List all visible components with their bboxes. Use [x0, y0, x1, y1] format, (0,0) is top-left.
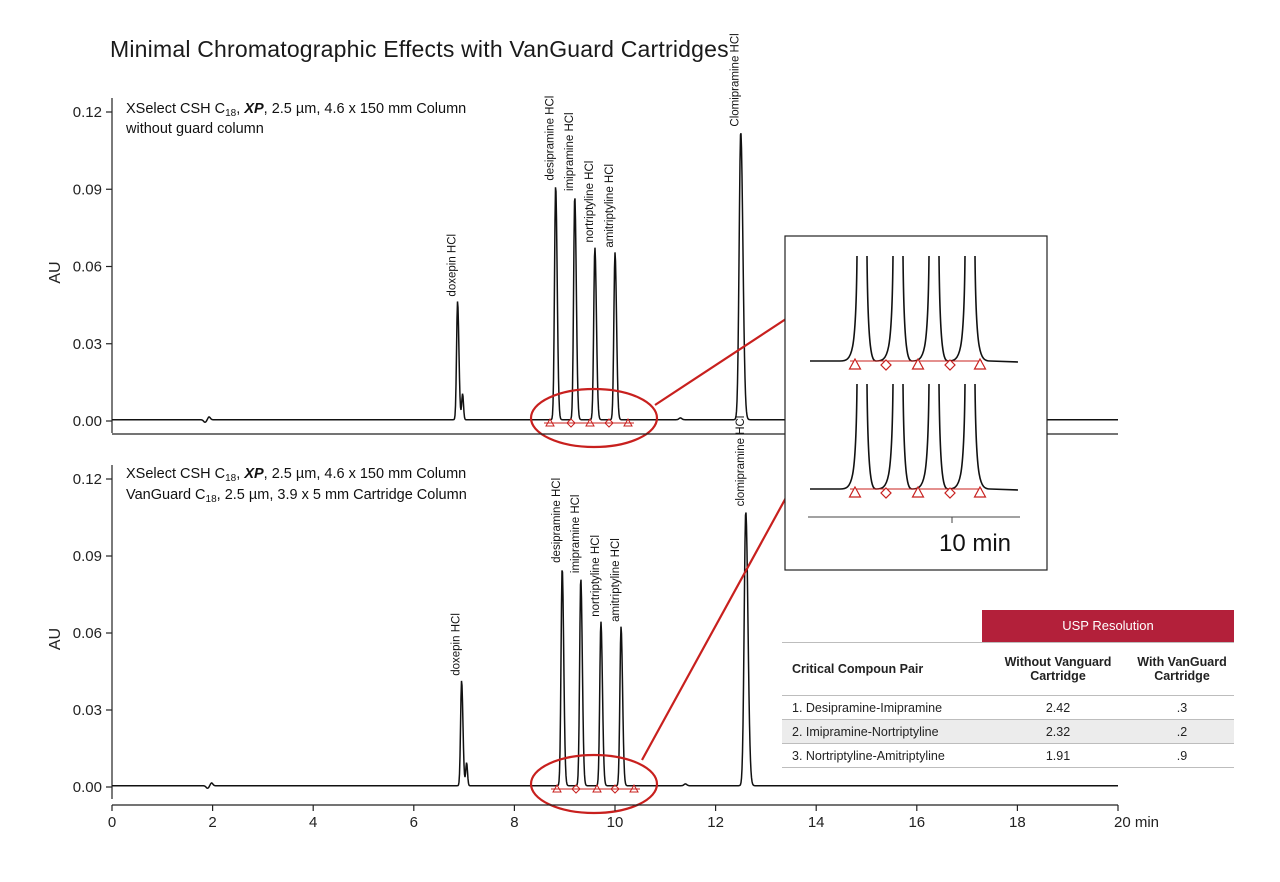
- header-compound-pair: Critical Compoun Pair: [782, 642, 986, 696]
- leader-line: [641, 462, 806, 761]
- peak-label: imipramine HCl: [564, 112, 576, 191]
- column-label-line1: XSelect CSH C18, XP, 2.5 µm, 4.6 x 150 m…: [126, 466, 466, 484]
- triangle-marker: [623, 417, 633, 427]
- peak-label: nortriptyline HCl: [590, 535, 602, 617]
- row-without-value: 2.42: [986, 695, 1130, 720]
- inset-triangle-marker: [848, 357, 862, 370]
- peak-label: nortriptyline HCl: [584, 161, 596, 243]
- row-without-value: 2.32: [986, 719, 1130, 744]
- table-row: 3. Nortriptyline-Amitriptyline 1.91 .9: [782, 743, 1234, 768]
- y-tick-label: 0.03: [73, 336, 102, 353]
- y-tick-label: 0.09: [73, 548, 102, 565]
- header-with-cartridge: With VanGuard Cartridge: [1130, 642, 1234, 696]
- diamond-marker: [604, 418, 614, 428]
- y-tick-label: 0.00: [73, 779, 102, 796]
- inset-axis-label: 10 min: [939, 530, 1011, 557]
- table-group-header: USP Resolution: [982, 610, 1234, 642]
- zoom-inset: 10 min: [784, 235, 1048, 571]
- peak-label: amitriptyline HCl: [610, 538, 622, 622]
- x-tick-label: 18: [1009, 814, 1026, 831]
- inset-diamond-marker: [944, 487, 956, 499]
- peak-label: doxepin HCl: [451, 613, 463, 676]
- peak-label: imipramine HCl: [570, 494, 582, 573]
- x-tick-label: 0: [108, 814, 116, 831]
- y-tick-label: 0.12: [73, 471, 102, 488]
- leader-line: [654, 312, 796, 406]
- table-row: 1. Desipramine-Imipramine 2.42 .3: [782, 695, 1234, 720]
- inset-diamond-marker: [880, 359, 892, 371]
- row-with-value: .9: [1130, 743, 1234, 768]
- table-row: 2. Imipramine-Nortriptyline 2.32 .2: [782, 719, 1234, 744]
- peak-label: clomipramine HCl: [735, 416, 747, 507]
- row-without-value: 1.91: [986, 743, 1130, 768]
- x-tick-label: 6: [410, 814, 418, 831]
- triangle-marker: [585, 417, 595, 427]
- peak-label: amitriptyline HCl: [604, 164, 616, 248]
- page-title: Minimal Chromatographic Effects with Van…: [110, 36, 729, 62]
- y-tick-label: 0.12: [73, 104, 102, 121]
- y-tick-label: 0.00: [73, 413, 102, 430]
- inset-triangle-marker: [848, 485, 862, 498]
- x-tick-label: 16: [908, 814, 925, 831]
- usp-resolution-table: USP Resolution Critical Compoun Pair Wit…: [782, 610, 1234, 768]
- inset-frame: [784, 235, 1048, 571]
- row-pair: 3. Nortriptyline-Amitriptyline: [782, 743, 986, 768]
- highlight-ellipse: [529, 387, 659, 449]
- peak-label: desipramine HCl: [551, 478, 563, 563]
- row-pair: 2. Imipramine-Nortriptyline: [782, 719, 986, 744]
- inset-triangle-marker: [911, 485, 925, 498]
- inset-triangle-marker: [973, 357, 987, 370]
- y-tick-label: 0.06: [73, 625, 102, 642]
- diamond-marker: [566, 418, 576, 428]
- x-tick-label: 20 min: [1114, 814, 1159, 831]
- y-tick-label: 0.06: [73, 259, 102, 276]
- triangle-marker: [592, 783, 602, 793]
- column-label-line2: VanGuard C18, 2.5 µm, 3.9 x 5 mm Cartrid…: [126, 487, 467, 505]
- inset-triangle-marker: [973, 485, 987, 498]
- panel-bottom: 0.00 0.03 0.06 0.09 0.12 AU XSelect CSH C18, X…: [47, 416, 1118, 815]
- highlight-ellipse: [529, 753, 659, 815]
- x-tick-label: 14: [808, 814, 825, 831]
- row-pair: 1. Desipramine-Imipramine: [782, 695, 986, 720]
- x-tick-label: 2: [208, 814, 216, 831]
- resolution-table: Critical Compoun Pair Without Vanguard C…: [782, 642, 1234, 768]
- peak-label: desipramine HCl: [545, 96, 557, 181]
- diamond-marker: [610, 784, 620, 794]
- inset-diamond-marker: [880, 487, 892, 499]
- y-axis-label: AU: [47, 628, 64, 650]
- peak-label: Clomipramine HCl: [730, 33, 742, 126]
- y-axis-label: AU: [47, 261, 64, 283]
- x-tick-label: 12: [707, 814, 724, 831]
- inset-diamond-marker: [944, 359, 956, 371]
- peak-label: doxepin HCl: [447, 234, 459, 297]
- inset-triangle-marker: [911, 357, 925, 370]
- y-tick-label: 0.03: [73, 702, 102, 719]
- triangle-marker: [545, 417, 555, 427]
- triangle-marker: [552, 783, 562, 793]
- diamond-marker: [571, 784, 581, 794]
- column-label-line1: XSelect CSH C18, XP, 2.5 µm, 4.6 x 150 m…: [126, 101, 466, 119]
- panel-top: 0.00 0.03 0.06 0.09 0.12 AU XSelect CSH C18, X…: [47, 33, 1118, 449]
- x-tick-label: 8: [510, 814, 518, 831]
- y-tick-label: 0.09: [73, 181, 102, 198]
- column-label-line2: without guard column: [125, 121, 264, 137]
- x-tick-label: 4: [309, 814, 317, 831]
- chromatogram-trace: [112, 512, 1118, 790]
- triangle-marker: [629, 783, 639, 793]
- row-with-value: .2: [1130, 719, 1234, 744]
- row-with-value: .3: [1130, 695, 1234, 720]
- header-without-cartridge: Without Vanguard Cartridge: [986, 642, 1130, 696]
- table-header-row: Critical Compoun Pair Without Vanguard C…: [782, 642, 1234, 696]
- x-tick-label: 10: [607, 814, 624, 831]
